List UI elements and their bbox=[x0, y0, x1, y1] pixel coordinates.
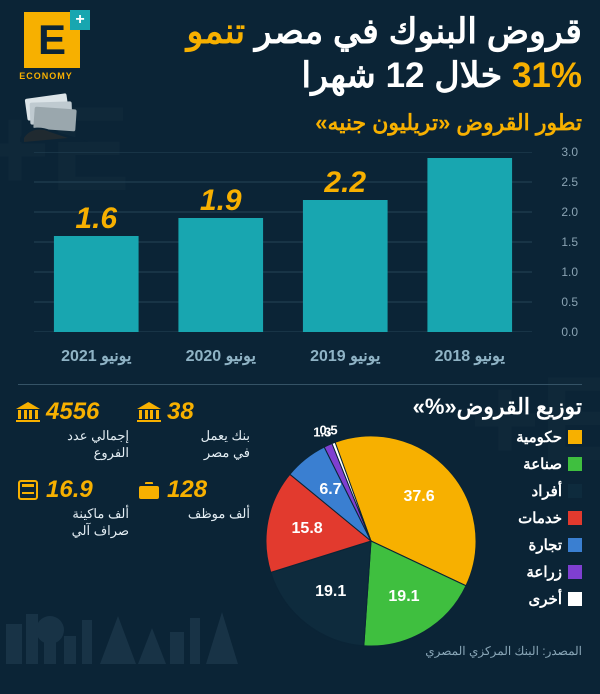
stats-grid: 38بنك يعملفي مصر4556إجمالي عددالفروع128أ… bbox=[16, 398, 250, 540]
stat-label: بنك يعملفي مصر bbox=[137, 428, 250, 462]
headline-part2: خلال 12 شهرا bbox=[301, 56, 512, 95]
legend-swatch bbox=[568, 484, 582, 498]
y-tick: 2.0 bbox=[561, 205, 578, 219]
headline-part1: قروض البنوك في مصر bbox=[245, 12, 582, 51]
y-tick: 3.0 bbox=[561, 145, 578, 159]
stat-value: 38 bbox=[167, 398, 194, 426]
legend-swatch bbox=[568, 592, 582, 606]
legend-item: خدمات bbox=[496, 509, 582, 527]
legend-swatch bbox=[568, 565, 582, 579]
y-tick: 2.5 bbox=[561, 175, 578, 189]
legend-item: أخرى bbox=[496, 590, 582, 608]
stat-value: 4556 bbox=[46, 398, 99, 426]
source-text: المصدر: البنك المركزي المصري bbox=[425, 644, 582, 658]
pie-slice-label: 19.1 bbox=[388, 588, 419, 606]
stat-label: إجمالي عددالفروع bbox=[16, 428, 129, 462]
legend-label: تجارة bbox=[528, 536, 562, 554]
legend-label: زراعة bbox=[526, 563, 562, 581]
legend-label: صناعة bbox=[523, 455, 562, 473]
legend-swatch bbox=[568, 430, 582, 444]
y-tick: 1.0 bbox=[561, 265, 578, 279]
legend-item: صناعة bbox=[496, 455, 582, 473]
stat-label: ألف ماكينةصراف آلي bbox=[16, 506, 129, 540]
atm-icon bbox=[16, 480, 40, 500]
legend-label: أفراد bbox=[532, 482, 562, 500]
bank-icon bbox=[137, 402, 161, 422]
stat-item: 4556إجمالي عددالفروع bbox=[16, 398, 129, 462]
logo-subtext: ECONOMY bbox=[12, 71, 80, 81]
chart-subtitle: تطور القروض «تريليون جنيه» bbox=[315, 110, 582, 136]
legend-item: زراعة bbox=[496, 563, 582, 581]
stat-value: 16.9 bbox=[46, 476, 93, 504]
bar-value: 2.9 bbox=[448, 152, 491, 157]
legend-label: خدمات bbox=[518, 509, 562, 527]
pie-legend: حكومية صناعة أفراد خدمات تجارة زراعة أخرى bbox=[496, 428, 582, 617]
pie-slice-label: 19.1 bbox=[315, 583, 346, 601]
money-hand-icon bbox=[18, 92, 90, 142]
x-tick: يونيو 2020 bbox=[159, 346, 284, 366]
legend-label: أخرى bbox=[529, 590, 562, 608]
legend-swatch bbox=[568, 538, 582, 552]
pie-svg bbox=[256, 426, 486, 656]
legend-swatch bbox=[568, 511, 582, 525]
bar bbox=[178, 218, 263, 332]
legend-item: حكومية bbox=[496, 428, 582, 446]
briefcase-icon bbox=[137, 480, 161, 500]
headline-highlight2: 31% bbox=[512, 56, 582, 95]
legend-item: تجارة bbox=[496, 536, 582, 554]
bottom-section: توزيع القروض«%» 38بنك يعملفي مصر4556إجما… bbox=[0, 392, 600, 664]
pie-slice-label: 15.8 bbox=[292, 520, 323, 538]
x-tick: يونيو 2019 bbox=[283, 346, 408, 366]
y-tick: 0.0 bbox=[561, 325, 578, 339]
stat-item: 38بنك يعملفي مصر bbox=[137, 398, 250, 462]
y-axis: 0.00.51.01.52.02.53.0 bbox=[538, 152, 578, 332]
logo: E + ECONOMY bbox=[12, 12, 80, 80]
headline-highlight1: تنمو bbox=[186, 12, 245, 51]
headline: قروض البنوك في مصر تنمو 31% خلال 12 شهرا bbox=[102, 10, 582, 98]
stat-label: ألف موظف bbox=[137, 506, 250, 523]
logo-plus-icon: + bbox=[70, 10, 90, 30]
legend-label: حكومية bbox=[516, 428, 562, 446]
x-tick: يونيو 2018 bbox=[408, 346, 533, 366]
bar-chart-plot: 1.6 1.9 2.2 2.9 bbox=[34, 152, 532, 332]
bar bbox=[54, 236, 139, 332]
bar-chart: 1.6 1.9 2.2 2.9 0.0 0.5 1.0 1.5 2.0 2.5 3.0 يونيو… bbox=[22, 144, 578, 374]
pie-slice-label: 37.6 bbox=[404, 488, 435, 506]
bar bbox=[427, 158, 512, 332]
stat-value: 128 bbox=[167, 476, 207, 504]
bar-value: 1.6 bbox=[75, 202, 117, 235]
pie-slice-label: 0.5 bbox=[320, 422, 338, 437]
bar bbox=[303, 200, 388, 332]
bar-value: 2.2 bbox=[323, 166, 366, 199]
divider bbox=[18, 384, 582, 385]
legend-swatch bbox=[568, 457, 582, 471]
x-axis-labels: يونيو 2018يونيو 2019يونيو 2020يونيو 2021 bbox=[34, 346, 532, 366]
pie-slice-label: 6.7 bbox=[319, 481, 341, 499]
stat-item: 128 ألف موظف bbox=[137, 476, 250, 540]
y-tick: 0.5 bbox=[561, 295, 578, 309]
x-tick: يونيو 2021 bbox=[34, 346, 159, 366]
pie-chart: 37.619.119.115.86.71.30.5 bbox=[256, 426, 486, 656]
bar-value: 1.9 bbox=[200, 184, 242, 217]
legend-item: أفراد bbox=[496, 482, 582, 500]
bank-icon bbox=[16, 402, 40, 422]
skyline-decoration bbox=[0, 606, 240, 664]
stat-item: 16.9ألف ماكينةصراف آلي bbox=[16, 476, 129, 540]
pie-title: توزيع القروض«%» bbox=[413, 394, 582, 420]
y-tick: 1.5 bbox=[561, 235, 578, 249]
